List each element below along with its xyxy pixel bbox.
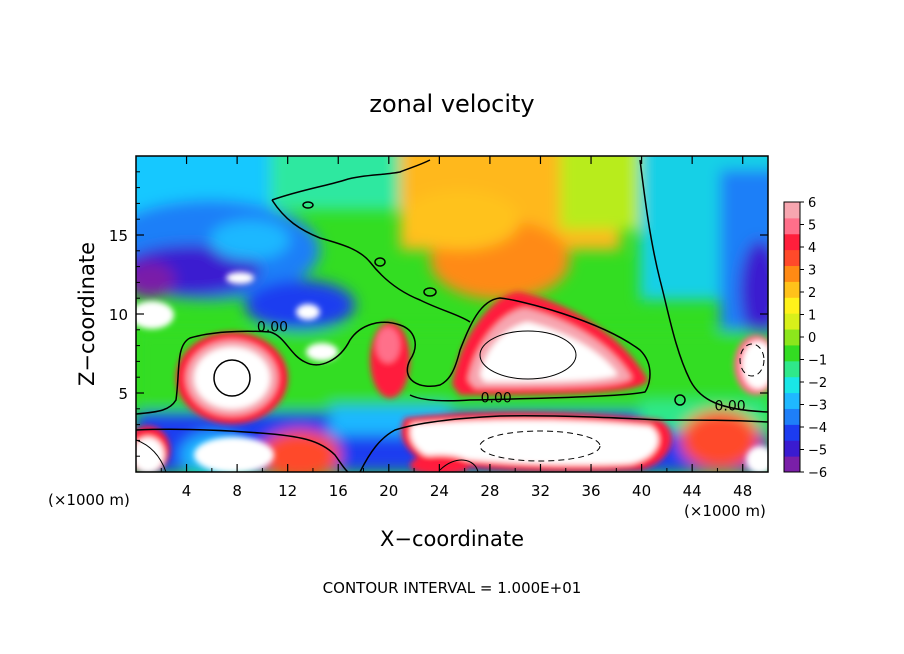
contour-interval-note: CONTOUR INTERVAL = 1.000E+01: [323, 579, 582, 597]
contour-lines: [136, 159, 768, 472]
x-tick-label: 16: [329, 482, 348, 500]
chart-title: zonal velocity: [369, 90, 534, 118]
colorbar-tick-label: −2: [808, 376, 827, 391]
x-tick-label: 4: [182, 482, 192, 500]
colorbar-tick-label: 4: [808, 241, 816, 256]
x-axis: 4 8 12 16 20 24 28 32 36 40 44 48: [160, 156, 752, 500]
negative-contours: [479, 343, 765, 462]
colorbar-segment: [784, 297, 800, 314]
x-tick-label: 32: [531, 482, 550, 500]
colorbar-tick-label: −4: [808, 421, 827, 436]
y-tick-label: 15: [109, 227, 128, 245]
colorbar: [783, 201, 801, 473]
colorbar-tick-label: 6: [808, 196, 816, 211]
colorbar-segment: [784, 408, 800, 425]
colorbar-segment: [784, 424, 800, 441]
colorbar-tick-label: 1: [808, 309, 816, 324]
y-axis-title: Z−coordinate: [75, 242, 99, 386]
x-tick-label: 24: [430, 482, 449, 500]
x-tick-label: 36: [581, 482, 600, 500]
x-unit-right: (×1000 m): [684, 502, 766, 520]
colorbar-segment: [784, 329, 800, 346]
colorbar-segment: [784, 217, 800, 235]
contour-label: 0.00: [481, 390, 512, 406]
colorbar-segment: [784, 440, 800, 457]
x-tick-label: 44: [683, 482, 702, 500]
colorbar-segment: [784, 202, 800, 219]
colorbar-tick-label: 5: [808, 219, 816, 234]
colorbar-ticks: 6 5 4 3 2 1 0 −1 −2 −3 −4 −5 −6: [800, 196, 827, 481]
x-tick-label: 28: [480, 482, 499, 500]
y-tick-label: 5: [118, 385, 128, 403]
colorbar-tick-label: 2: [808, 286, 816, 301]
colorbar-segment: [784, 360, 800, 378]
x-axis-title: X−coordinate: [380, 527, 524, 551]
colorbar-segment: [784, 344, 800, 362]
x-unit-left: (×1000 m): [48, 491, 130, 509]
colorbar-tick-label: −3: [808, 399, 827, 414]
colorbar-tick-label: 0: [808, 331, 816, 346]
colorbar-segment: [784, 265, 800, 282]
y-tick-label: 10: [109, 306, 128, 324]
colorbar-tick-label: −1: [808, 354, 827, 369]
x-tick-label: 12: [278, 482, 297, 500]
x-tick-label: 48: [733, 482, 752, 500]
colorbar-segment: [784, 392, 800, 409]
x-tick-label: 40: [632, 482, 651, 500]
colorbar-segment: [784, 281, 800, 298]
colorbar-tick-label: 3: [808, 264, 816, 279]
x-tick-label: 8: [232, 482, 242, 500]
colorbar-segment: [784, 456, 800, 473]
colorbar-segment: [784, 233, 800, 251]
contour-labels: 0.00 0.00 0.00: [257, 319, 746, 414]
colorbar-segment: [784, 313, 800, 330]
contour-label: 0.00: [257, 319, 288, 335]
heatmap-field: [136, 156, 768, 472]
contour-label: 0.00: [714, 398, 745, 414]
colorbar-tick-label: −5: [808, 444, 827, 459]
colorbar-tick-label: −6: [808, 466, 827, 481]
y-axis: 5 10 15: [109, 171, 768, 457]
x-tick-label: 20: [379, 482, 398, 500]
colorbar-segment: [784, 249, 800, 267]
colorbar-segment: [784, 376, 800, 394]
